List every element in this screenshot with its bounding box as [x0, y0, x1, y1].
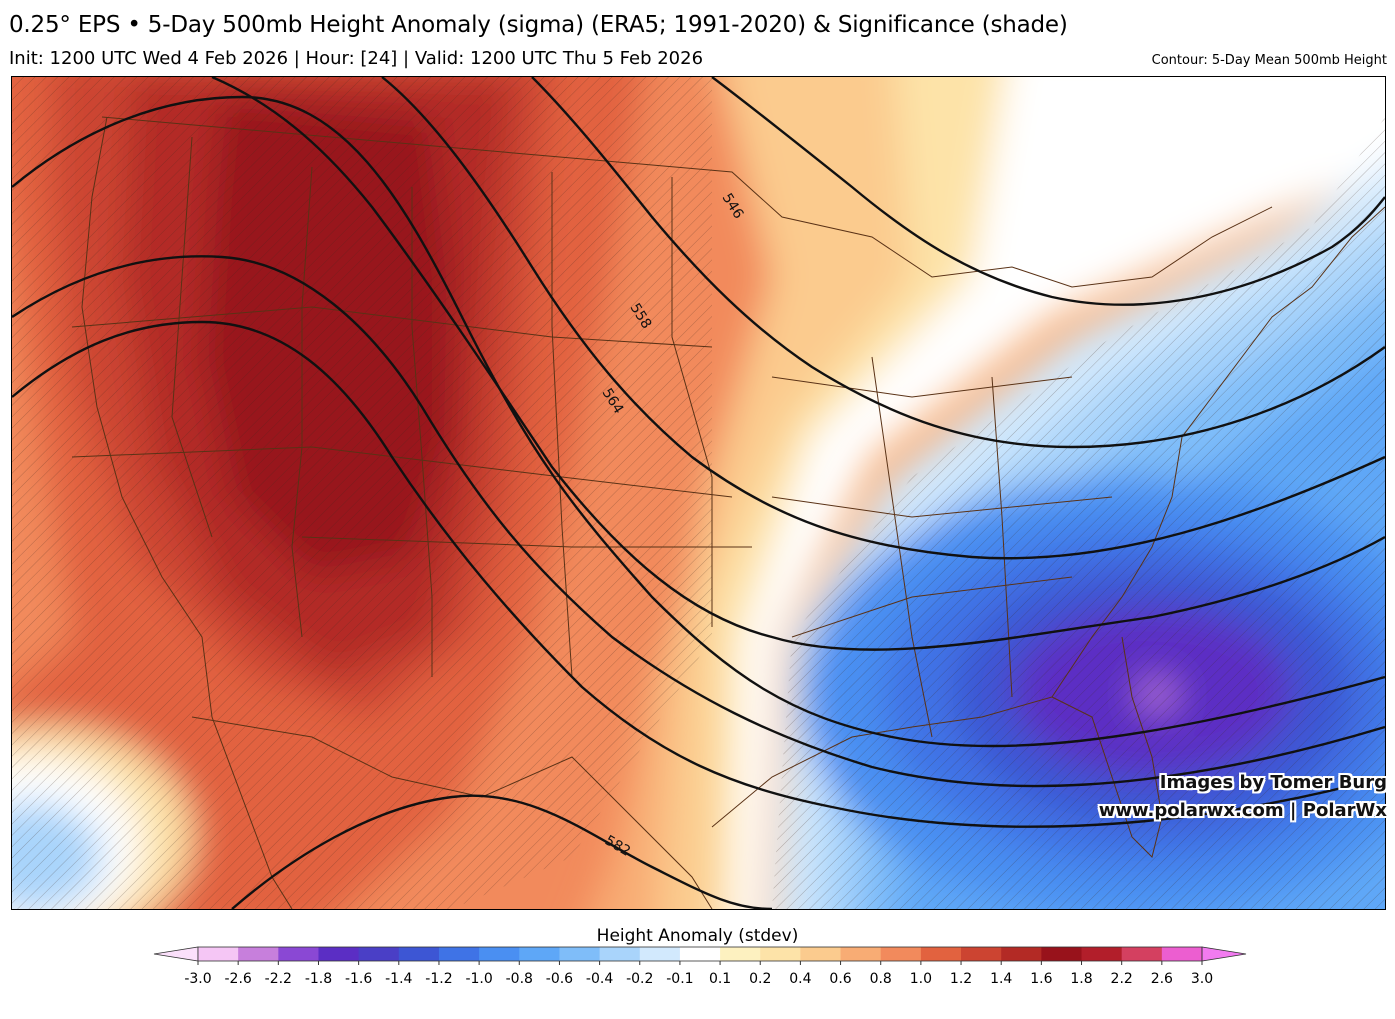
credit-website[interactable]: www.polarwx.com | PolarWx	[1098, 800, 1387, 821]
colorbar-tick-label: -0.1	[666, 971, 693, 987]
colorbar-swatch	[559, 947, 601, 961]
transition-white	[733, 77, 1385, 909]
contour-line-1	[12, 95, 1385, 748]
colorbar-swatch	[599, 947, 641, 961]
colorbar-swatch	[1001, 947, 1042, 961]
contour-line-2	[12, 255, 1385, 788]
us-mexico-border	[191, 716, 713, 909]
colorbar-swatch	[438, 947, 480, 961]
state-line-11	[791, 576, 1073, 638]
contour-line-4	[231, 794, 773, 909]
contour-line-6	[381, 77, 1385, 560]
west-coast-outline	[81, 116, 293, 909]
map-title: 0.25° EPS • 5-Day 500mb Height Anomaly (…	[9, 12, 1068, 38]
hatch-west	[12, 77, 712, 909]
colorbar-swatch	[800, 947, 842, 961]
state-line-12	[871, 356, 933, 738]
colorbar-tick-label: -0.2	[626, 971, 653, 987]
colorbar-swatch	[720, 947, 761, 961]
colorbar-tick-label: 3.0	[1191, 971, 1213, 987]
colorbar-swatch	[1161, 947, 1203, 961]
colorbar-tick-label: -1.8	[305, 971, 332, 987]
colorbar-swatch	[278, 947, 319, 961]
colorbar-tick-label: -1.2	[425, 971, 452, 987]
colorbar-tick-label: 1.2	[950, 971, 972, 987]
transition-light-orange	[655, 77, 1385, 909]
colorbar-tick-label: 2.6	[1151, 971, 1173, 987]
state-line-13	[991, 376, 1013, 698]
colorbar-swatch	[198, 947, 239, 961]
colorbar-swatch	[920, 947, 962, 961]
state-line-6	[71, 306, 713, 348]
state-line-7	[71, 446, 733, 498]
significance-hatching	[12, 77, 1385, 909]
colorbar-tick-label: -0.8	[506, 971, 533, 987]
colorbar-tick-label: 0.4	[789, 971, 811, 987]
contour-line-3	[12, 320, 1385, 828]
colorbar-tick-label: -0.6	[546, 971, 573, 987]
colorbar-swatch	[479, 947, 520, 961]
colorbar-tick-label: -0.4	[586, 971, 613, 987]
colorbar-tick-label: -2.2	[265, 971, 292, 987]
colorbar-tick-label: -1.0	[465, 971, 492, 987]
contour-line-5	[211, 77, 1385, 651]
state-line-10	[771, 496, 1113, 518]
colorbar-tick-label: 1.4	[990, 971, 1012, 987]
colorbar-tick-label: 0.8	[870, 971, 892, 987]
colorbar-tick-label: -1.4	[385, 971, 412, 987]
height-contours	[12, 77, 1385, 909]
colorbar-swatch	[961, 947, 1002, 961]
colorbar-tick-label: 0.6	[829, 971, 851, 987]
contour-line-7	[531, 77, 1385, 449]
state-line-3	[411, 187, 433, 677]
colorbar-swatch	[519, 947, 560, 961]
colorbar-swatch	[358, 947, 400, 961]
colorbar-swatch	[1041, 947, 1083, 961]
anomaly-map[interactable]: 546 558 564 582	[11, 76, 1386, 910]
colorbar-tick-label: -3.0	[184, 971, 211, 987]
colorbar-swatch	[398, 947, 440, 961]
contour-note: Contour: 5-Day Mean 500mb Height	[1151, 53, 1387, 68]
colorbar-swatch	[318, 947, 360, 961]
colorbar-tick-label: -1.6	[345, 971, 372, 987]
colorbar-tick-label: 1.6	[1030, 971, 1052, 987]
colorbar-over-arrow	[1201, 946, 1247, 962]
east-coast-outline	[1121, 206, 1385, 598]
colorbar-swatch	[1081, 947, 1123, 961]
colorbar-swatch	[639, 947, 681, 961]
colorbar-tick-label: 0.2	[749, 971, 771, 987]
colorbar-tick-label: 2.2	[1111, 971, 1133, 987]
colorbar-swatch	[679, 947, 721, 961]
gulf-coast-outline	[711, 596, 1123, 828]
colorbar-tick-label: 0.1	[709, 971, 731, 987]
colorbar-swatch	[1121, 947, 1163, 961]
florida-outline	[1051, 636, 1163, 858]
colorbar-outline	[197, 946, 1203, 962]
state-line-9	[771, 376, 1073, 398]
political-boundaries	[71, 116, 1385, 909]
us-canada-border	[101, 116, 1273, 288]
map-subtitle: Init: 1200 UTC Wed 4 Feb 2026 | Hour: [2…	[9, 48, 704, 69]
colorbar-swatch	[840, 947, 882, 961]
state-line-1	[171, 136, 213, 538]
colorbar-title: Height Anomaly (stdev)	[596, 926, 799, 946]
colorbar-swatch	[880, 947, 922, 961]
colorbar: -3.0 -2.6 -2.2 -1.8 -1.6 -1.4 -1.2 -1.0 -0.8 -0.6…	[150, 945, 1250, 1015]
state-line-4	[551, 172, 573, 678]
colorbar-under-arrow	[153, 946, 199, 962]
hatch-east	[772, 117, 1385, 909]
credit-author: Images by Tomer Burg	[1159, 772, 1387, 793]
colorbar-tick-label: 1.0	[910, 971, 932, 987]
colorbar-swatch	[238, 947, 279, 961]
contour-line-8	[711, 77, 1385, 306]
colorbar-swatch	[760, 947, 801, 961]
colorbar-tick-label: 1.8	[1070, 971, 1092, 987]
state-line-8	[301, 536, 752, 548]
colorbar-tick-label: -2.6	[224, 971, 251, 987]
state-line-5	[671, 177, 713, 627]
